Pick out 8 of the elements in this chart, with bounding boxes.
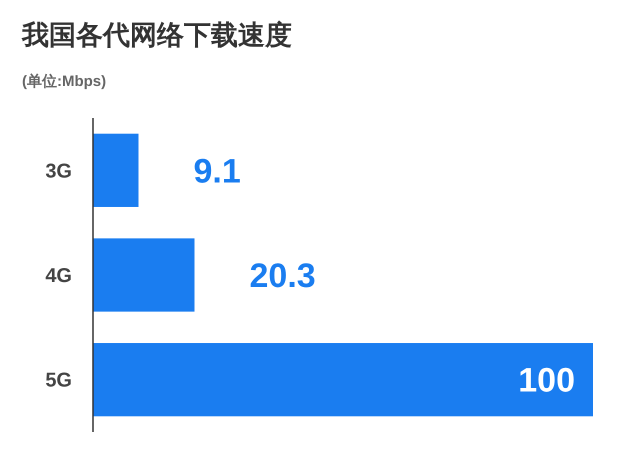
chart-subtitle: (单位:Mbps) (22, 73, 106, 90)
y-tick-label: 5G (45, 370, 72, 392)
chart-title: 我国各代网络下载速度 (21, 20, 292, 50)
y-tick-label: 3G (45, 160, 72, 182)
data-label: 9.1 (194, 152, 241, 190)
data-label: 20.3 (250, 257, 316, 295)
y-tick-label: 4G (45, 265, 72, 287)
data-label: 100 (518, 362, 575, 400)
